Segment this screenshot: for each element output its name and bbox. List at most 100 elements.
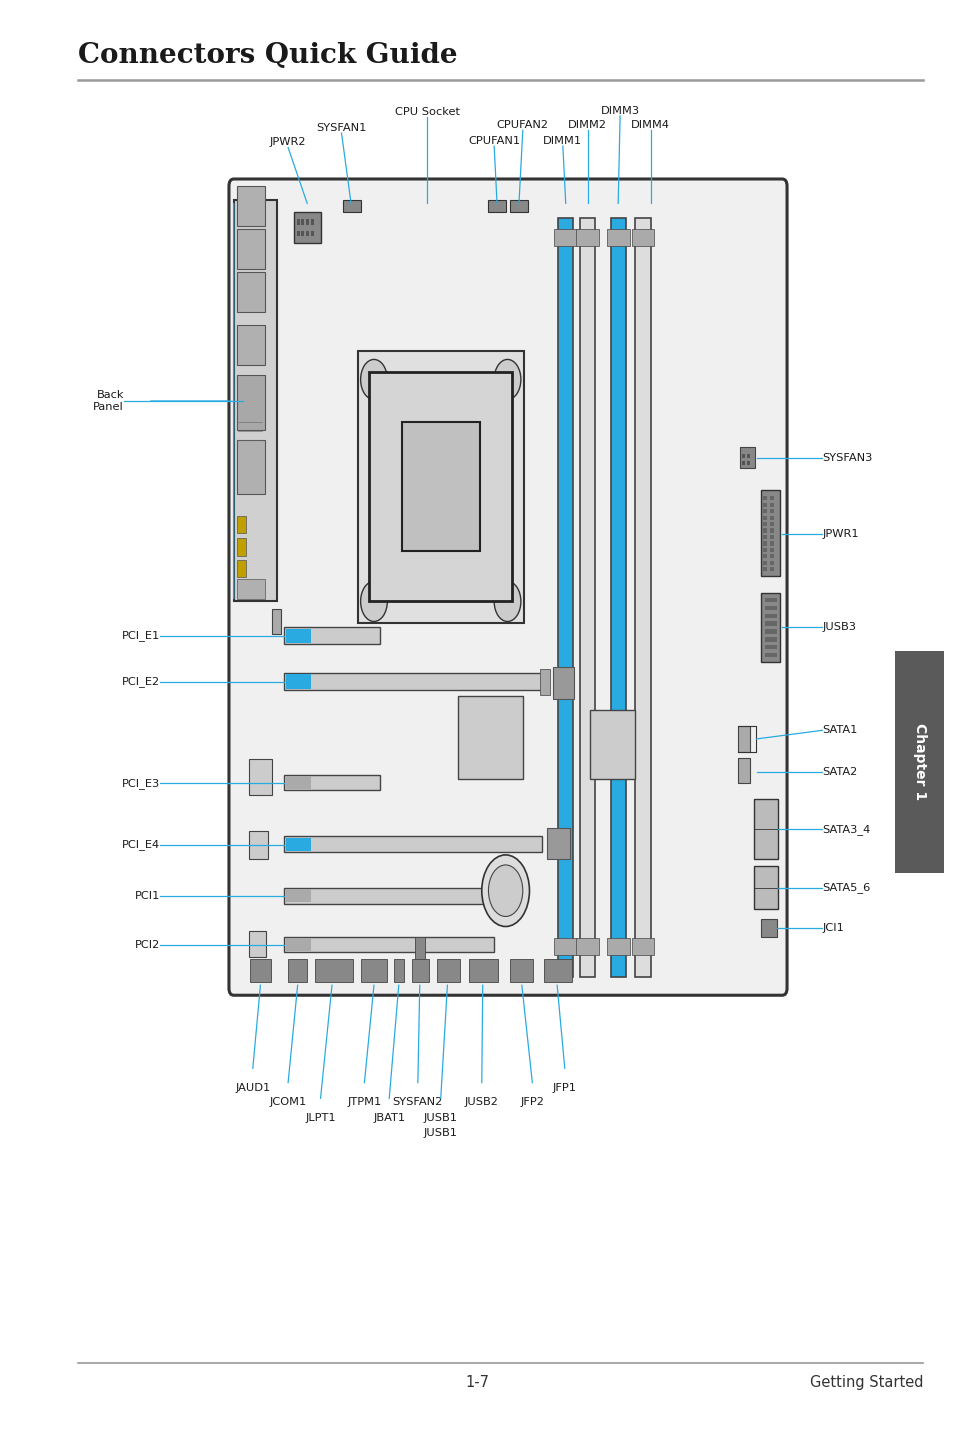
Bar [284,937,494,952]
Text: Chapter 1: Chapter 1 [912,723,925,800]
Bar [764,653,776,657]
Text: DIMM3: DIMM3 [599,106,639,116]
Bar [764,621,776,626]
Text: DIMM2: DIMM2 [568,120,606,130]
Bar [762,541,766,546]
Circle shape [360,581,387,621]
Bar [741,454,744,458]
Text: JUSB3: JUSB3 [821,623,856,632]
Text: PCI_E4: PCI_E4 [122,839,160,851]
Bar [764,644,776,650]
Bar [436,959,459,982]
Bar [764,606,776,610]
Bar [764,629,776,633]
Bar [576,229,598,246]
Bar [394,959,403,982]
Text: JLPT1: JLPT1 [305,1113,335,1123]
Text: PCI_E1: PCI_E1 [122,630,160,642]
Text: JPWR1: JPWR1 [821,530,858,538]
Bar [606,938,629,955]
Bar [762,547,766,553]
Bar [249,831,268,859]
Bar [236,375,265,430]
Bar [236,325,265,365]
Text: JFP2: JFP2 [519,1097,544,1107]
Bar [769,528,773,533]
Text: SYSFAN3: SYSFAN3 [821,454,872,463]
Bar [272,609,281,634]
Bar [631,938,654,955]
Bar [314,959,353,982]
Text: SATA2: SATA2 [821,768,857,776]
Bar [296,219,299,225]
Bar [284,775,379,790]
Text: PCI2: PCI2 [135,941,160,949]
Bar [894,650,943,872]
Bar [539,669,549,695]
Text: Back
Panel: Back Panel [93,390,124,412]
Bar [760,919,776,937]
Bar [286,889,311,902]
Text: SYSFAN1: SYSFAN1 [316,123,366,133]
Bar [236,516,246,533]
Bar [457,696,522,779]
Bar [762,503,766,507]
Bar [236,538,246,556]
Bar [301,231,304,236]
Bar [343,200,360,212]
Bar [488,200,505,212]
Bar [762,495,766,501]
Bar [236,229,265,269]
Bar [589,710,635,779]
Bar [250,959,271,982]
Bar [746,454,749,458]
Bar [369,372,512,601]
Text: 1-7: 1-7 [464,1375,489,1389]
Bar [769,554,773,558]
Text: DIMM1: DIMM1 [542,136,582,146]
Text: JUSB1: JUSB1 [423,1113,457,1123]
Bar [762,523,766,527]
Bar [741,461,744,465]
Bar [769,560,773,566]
Bar [286,629,311,643]
Text: PCI1: PCI1 [134,892,160,901]
Bar [286,838,311,851]
Bar [769,523,773,527]
Bar [284,836,541,852]
Bar [769,503,773,507]
Bar [249,931,266,957]
Bar [579,218,595,977]
Text: JPWR2: JPWR2 [270,137,306,147]
Bar [554,229,577,246]
Bar [738,758,749,783]
Bar [236,272,265,312]
Bar [294,212,320,243]
Bar [753,866,778,909]
Bar [753,799,778,859]
Bar [284,888,494,904]
Text: JCOM1: JCOM1 [269,1097,307,1107]
Bar [546,828,570,859]
Bar [762,567,766,571]
Bar [415,937,424,968]
Bar [284,673,541,690]
Bar [236,440,265,494]
Text: SYSFAN2: SYSFAN2 [393,1097,442,1107]
Bar [762,528,766,533]
Bar [746,461,749,465]
Text: SATA5_6: SATA5_6 [821,882,870,894]
Text: JAUD1: JAUD1 [235,1083,270,1093]
Text: CPU Socket: CPU Socket [395,107,459,117]
Bar [576,938,598,955]
Bar [738,726,749,752]
Circle shape [481,855,529,927]
Bar [764,597,776,601]
Text: SATA1: SATA1 [821,726,857,735]
Bar [760,593,780,662]
Bar [740,447,754,468]
Bar [236,579,265,599]
Text: JTPM1: JTPM1 [347,1097,381,1107]
Bar [764,637,776,642]
Bar [554,938,577,955]
